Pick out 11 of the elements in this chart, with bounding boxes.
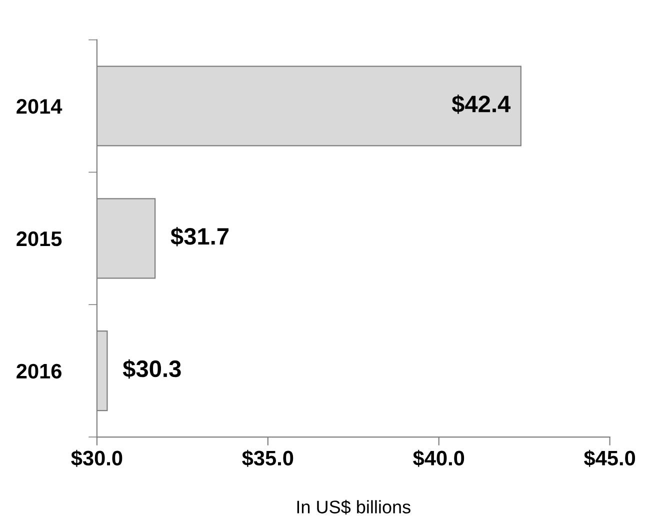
x-tick-label: $35.0	[242, 450, 294, 467]
x-tick-label: $45.0	[584, 450, 636, 467]
data-label: $30.3	[122, 359, 181, 379]
x-tick-label: $40.0	[413, 450, 464, 467]
y-tick-label: 2016	[16, 364, 62, 379]
data-label: $31.7	[170, 227, 228, 246]
x-tick-label: $30.0	[71, 450, 122, 467]
y-tick-label: 2015	[16, 231, 62, 246]
x-axis-title: In US$ billions	[297, 500, 410, 515]
data-label: $42.4	[452, 94, 511, 114]
y-tick-label: 2014	[16, 99, 62, 114]
